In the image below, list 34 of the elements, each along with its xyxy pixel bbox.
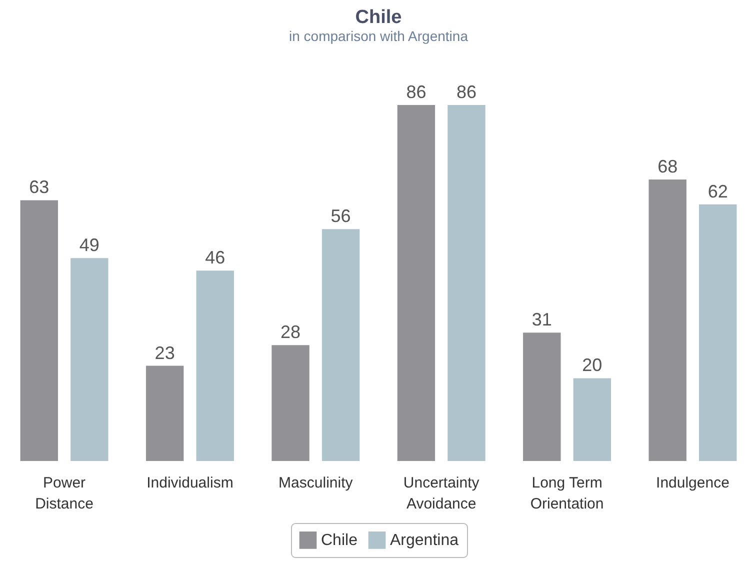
chart-title: Chile xyxy=(355,7,402,28)
bar xyxy=(20,200,58,461)
x-tick-label: Individualism xyxy=(146,474,234,492)
data-label: 86 xyxy=(406,82,426,102)
legend-label: Argentina xyxy=(390,532,459,550)
bar xyxy=(699,204,737,461)
legend-label: Chile xyxy=(321,532,358,550)
x-tick-label: Long Term Orientation xyxy=(530,474,604,512)
bar xyxy=(648,180,686,461)
data-label: 63 xyxy=(29,177,50,198)
bar xyxy=(272,345,310,461)
bar xyxy=(397,105,436,461)
data-label: 62 xyxy=(708,181,728,202)
data-label: 28 xyxy=(280,322,301,342)
bar xyxy=(196,270,234,461)
x-tick-label: Uncertainty Avoidance xyxy=(403,474,480,512)
data-label: 86 xyxy=(456,82,476,102)
data-label: 20 xyxy=(582,355,602,376)
bar xyxy=(448,105,486,461)
bar xyxy=(523,332,561,461)
data-label: 23 xyxy=(154,342,175,363)
x-tick-label: Indulgence xyxy=(656,474,730,492)
bar xyxy=(322,229,360,461)
x-tick-label: Masculinity xyxy=(278,474,354,492)
bar xyxy=(573,378,612,461)
data-label: 68 xyxy=(658,156,678,177)
data-label: 31 xyxy=(532,310,552,330)
chart-subtitle: in comparison with Argentina xyxy=(289,28,468,44)
data-label: 56 xyxy=(330,206,351,226)
data-label: 46 xyxy=(205,248,226,268)
data-label: 49 xyxy=(79,235,100,256)
bar xyxy=(146,366,184,461)
x-tick-label: Power Distance xyxy=(35,474,94,512)
bar xyxy=(70,258,108,461)
